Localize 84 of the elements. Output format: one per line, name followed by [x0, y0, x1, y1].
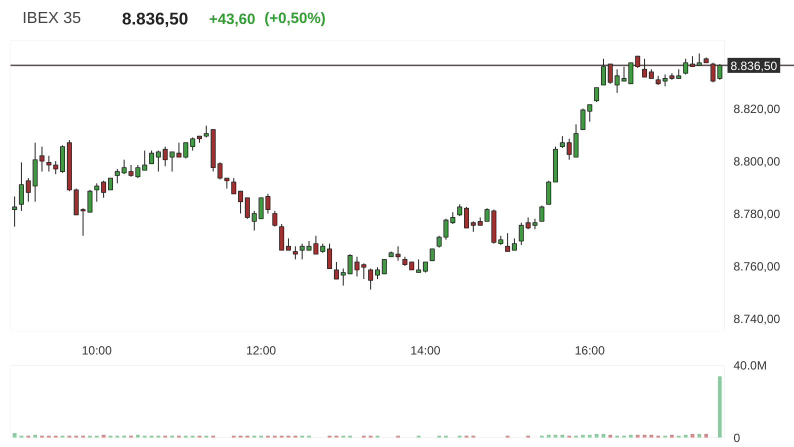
candlestick: [80, 208, 86, 236]
candlestick: [512, 238, 517, 251]
candlestick: [375, 266, 380, 280]
bar: [560, 434, 564, 438]
bar: [12, 433, 16, 438]
candlestick: [224, 178, 230, 190]
bar: [718, 376, 722, 438]
bar: [697, 434, 702, 438]
candlestick: [272, 210, 278, 228]
candlestick: [108, 178, 114, 190]
candlestick: [149, 150, 154, 164]
candlestick: [265, 193, 270, 214]
candlestick: [46, 155, 52, 172]
candlestick: [662, 74, 668, 87]
candlestick: [12, 196, 18, 228]
candlestick: [436, 235, 442, 248]
candlestick: [642, 58, 648, 78]
candlestick: [218, 162, 223, 180]
y-tick-label: 8.760,00: [734, 259, 781, 274]
bar: [704, 434, 708, 438]
candlestick: [622, 66, 627, 82]
candlestick: [354, 256, 360, 277]
bar: [602, 434, 606, 438]
candlestick: [422, 262, 428, 273]
candlestick: [300, 243, 305, 260]
candlestick: [498, 235, 504, 246]
candlestick: [450, 212, 456, 224]
x-tick-label: 12:00: [246, 344, 276, 358]
candlestick: [457, 204, 462, 217]
bar: [690, 434, 694, 438]
candlestick: [292, 246, 298, 260]
candlestick: [382, 258, 387, 274]
candlestick: [484, 208, 490, 222]
y-tick-label: 8.800,00: [734, 154, 781, 169]
candlestick: [53, 160, 58, 175]
candlestick: [327, 243, 332, 270]
bar: [670, 434, 674, 438]
y-tick-label: 8.820,00: [734, 102, 781, 116]
candlestick: [690, 56, 695, 68]
candlestick: [244, 197, 250, 220]
bar: [581, 434, 585, 438]
bar: [102, 434, 106, 438]
candlestick: [279, 223, 284, 251]
candlestick: [648, 68, 654, 79]
candlestick: [170, 151, 175, 172]
y-tick-label: 8.780,00: [734, 207, 781, 221]
candlestick: [505, 232, 510, 252]
candlestick: [594, 87, 600, 103]
candlestick: [396, 246, 401, 262]
candlestick: [361, 262, 366, 280]
text: (+0,50%): [264, 10, 326, 27]
y-tick-label: 0: [734, 431, 740, 445]
candlestick: [87, 189, 92, 213]
candlestick: [306, 240, 312, 251]
candlestick: [600, 58, 606, 86]
candlestick: [39, 146, 44, 172]
candlestick: [443, 218, 448, 240]
candlestick: [416, 258, 422, 273]
candlestick: [574, 124, 579, 158]
candlestick: [128, 164, 134, 178]
candlestick: [710, 62, 716, 83]
candlestick: [717, 64, 722, 80]
candlestick: [546, 180, 552, 205]
bar: [642, 434, 646, 438]
ref-line-label: 8.836,50: [730, 58, 778, 73]
candlestick: [464, 206, 470, 228]
candlestick: [430, 248, 435, 262]
candlestick: [539, 205, 544, 222]
candlestick: [532, 218, 538, 230]
text: 8.836,50: [122, 10, 188, 28]
candlestick: [656, 75, 661, 86]
x-tick-label: 14:00: [410, 344, 441, 358]
x-tick-label: 10:00: [82, 344, 112, 358]
candlestick: [18, 162, 24, 212]
chart-title: IBEX 35: [22, 10, 82, 27]
y-tick-label: 40.0M: [734, 358, 767, 372]
candlestick: [368, 268, 374, 290]
text: +43,60: [209, 11, 256, 28]
x-tick-label: 16:00: [574, 344, 606, 358]
bar: [554, 434, 558, 438]
bar: [594, 434, 598, 438]
candlestick: [286, 238, 291, 251]
y-tick-label: 8.740,00: [734, 312, 781, 326]
candlestick: [683, 58, 688, 76]
